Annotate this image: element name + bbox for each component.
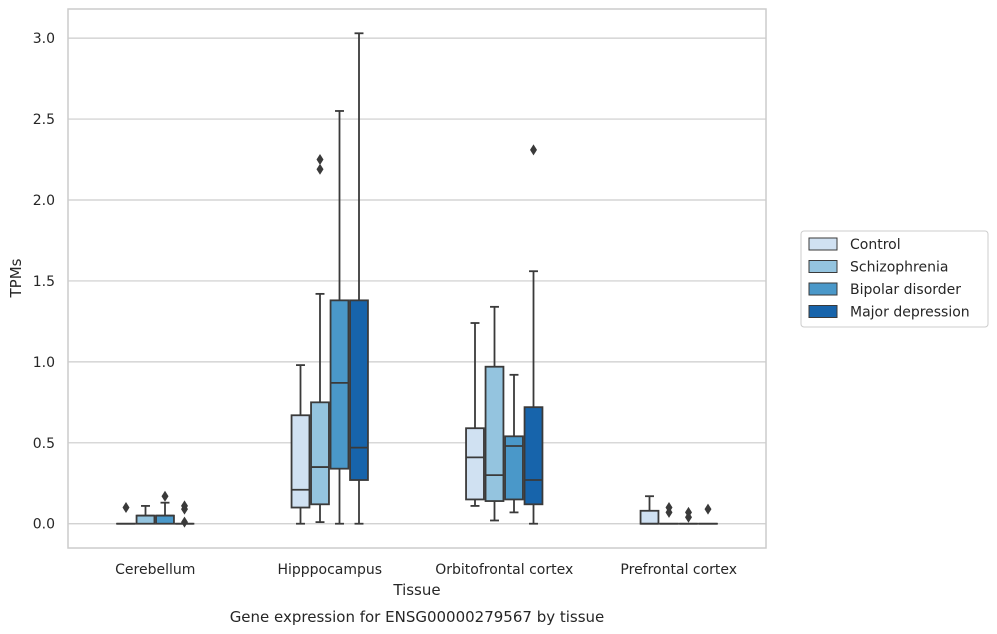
- outlier-point: [665, 502, 673, 514]
- y-tick-label: 1.0: [33, 355, 55, 371]
- legend-label: Major depression: [850, 305, 970, 321]
- plot-frame: [67, 8, 767, 549]
- legend-swatch: [808, 260, 838, 273]
- box-1-3: [349, 32, 369, 525]
- outlier-point: [316, 163, 324, 175]
- box-body: [523, 406, 544, 506]
- y-tick-label: 2.5: [33, 112, 55, 128]
- box-0-3: [174, 500, 195, 528]
- box-body: [329, 299, 350, 470]
- chart-caption: Gene expression for ENSG00000279567 by t…: [230, 608, 605, 626]
- box-3-3: [698, 503, 718, 525]
- y-tick-label: 0.5: [33, 436, 55, 452]
- box-groups: [116, 32, 718, 528]
- legend-label: Schizophrenia: [850, 260, 948, 276]
- y-tick-label: 1.5: [33, 274, 55, 290]
- outlier-point: [704, 503, 712, 515]
- gridlines: [68, 37, 766, 525]
- x-tick-label: Cerebellum: [115, 562, 195, 578]
- outlier-point: [181, 516, 188, 528]
- outlier-point: [685, 506, 692, 518]
- outlier-point: [316, 154, 324, 166]
- box-3-2: [678, 506, 699, 525]
- x-tick-label: Prefrontal cortex: [620, 562, 737, 578]
- box-0-0: [116, 502, 136, 525]
- box-3-1: [659, 502, 679, 525]
- box-2-3: [523, 144, 544, 525]
- y-tick-label: 3.0: [33, 31, 55, 47]
- x-tick-labels: Cerebellum Hipppocampus Orbitofrontal cort…: [115, 562, 737, 578]
- box-1-2: [329, 110, 350, 525]
- legend-swatch: [808, 305, 838, 318]
- box-body: [639, 509, 660, 525]
- box-1-1: [310, 154, 330, 524]
- outlier-point: [530, 144, 537, 156]
- legend-frame: [800, 230, 989, 328]
- y-tick-label: 0.0: [33, 517, 55, 533]
- box-2-1: [484, 305, 505, 522]
- y-axis-label: TPMs: [7, 258, 25, 298]
- y-tick-label: 2.0: [33, 193, 55, 209]
- box-0-1: [135, 505, 156, 525]
- legend-swatch: [808, 237, 838, 251]
- outlier-point: [122, 502, 130, 514]
- legend-swatch: [808, 282, 838, 296]
- x-axis-label: Tissue: [392, 581, 440, 599]
- box-body: [484, 365, 505, 502]
- box-body: [155, 514, 175, 525]
- box-body: [310, 401, 330, 506]
- x-tick-label: Orbitofrontal cortex: [435, 562, 573, 578]
- outlier-point: [161, 490, 169, 502]
- box-body: [504, 435, 524, 501]
- legend: Control Schizophrenia Bipolar disorder Majo…: [800, 230, 989, 328]
- legend-label: Control: [850, 237, 901, 253]
- box-2-0: [465, 322, 485, 507]
- x-tick-label: Hipppocampus: [277, 562, 382, 578]
- legend-label: Bipolar disorder: [850, 282, 961, 298]
- outlier-point: [181, 500, 188, 512]
- box-body: [135, 514, 156, 525]
- y-tick-labels: 0.0 0.5 1.0 1.5 2.0 2.5 3.0: [33, 31, 55, 533]
- box-2-2: [504, 373, 524, 514]
- box-3-0: [639, 495, 660, 525]
- box-body: [349, 299, 369, 481]
- box-1-0: [290, 364, 311, 525]
- box-0-2: [155, 490, 175, 525]
- box-body: [465, 427, 485, 501]
- box-body: [290, 414, 311, 509]
